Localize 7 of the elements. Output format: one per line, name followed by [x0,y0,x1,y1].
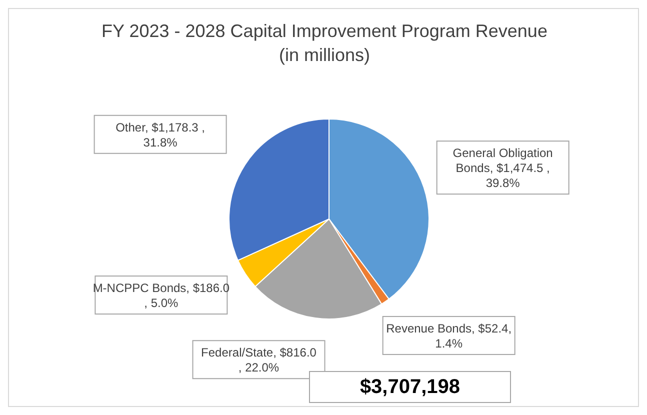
chart-title: FY 2023 - 2028 Capital Improvement Program Revenue [100,20,548,43]
chart-subtitle: (in millions) [278,44,371,67]
slice-label: Other, $1,178.3 , 31.8% [116,120,206,150]
slice-label: General Obligation Bonds, $1,474.5 , 39.8% [452,146,553,190]
slice-label: Revenue Bonds, $52.4, 1.4% [386,321,512,350]
text: $3,707,198 [309,371,511,403]
slice-label: M-NCPPC Bonds, $186.0 , 5.0% [92,281,230,310]
